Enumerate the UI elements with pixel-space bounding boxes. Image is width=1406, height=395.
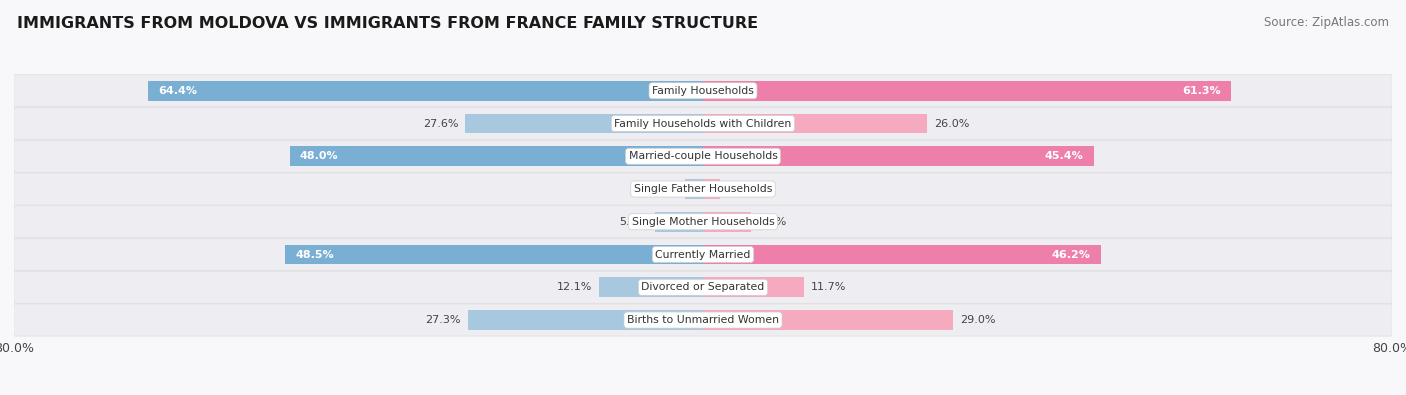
Text: 2.0%: 2.0%	[727, 184, 755, 194]
Text: 61.3%: 61.3%	[1182, 86, 1220, 96]
Text: Family Households: Family Households	[652, 86, 754, 96]
Text: 48.0%: 48.0%	[299, 151, 339, 161]
Text: 5.6%: 5.6%	[620, 217, 648, 227]
Bar	[703, 147, 1094, 166]
Text: Family Households with Children: Family Households with Children	[614, 118, 792, 128]
FancyBboxPatch shape	[14, 239, 1392, 271]
Text: Single Mother Households: Single Mother Households	[631, 217, 775, 227]
Text: Births to Unmarried Women: Births to Unmarried Women	[627, 315, 779, 325]
Text: 45.4%: 45.4%	[1045, 151, 1084, 161]
Bar	[703, 310, 953, 330]
Text: IMMIGRANTS FROM MOLDOVA VS IMMIGRANTS FROM FRANCE FAMILY STRUCTURE: IMMIGRANTS FROM MOLDOVA VS IMMIGRANTS FR…	[17, 16, 758, 31]
Bar	[703, 245, 1101, 264]
Bar	[703, 212, 751, 231]
FancyBboxPatch shape	[14, 173, 1392, 205]
FancyBboxPatch shape	[14, 75, 1392, 107]
Text: 5.6%: 5.6%	[758, 217, 786, 227]
Bar	[685, 179, 703, 199]
Bar	[285, 245, 703, 264]
Text: Source: ZipAtlas.com: Source: ZipAtlas.com	[1264, 16, 1389, 29]
Bar	[703, 277, 804, 297]
Text: 27.6%: 27.6%	[423, 118, 458, 128]
Bar	[599, 277, 703, 297]
Bar	[703, 179, 720, 199]
FancyBboxPatch shape	[14, 107, 1392, 139]
Text: 48.5%: 48.5%	[295, 250, 335, 260]
Text: 11.7%: 11.7%	[811, 282, 846, 292]
Text: 46.2%: 46.2%	[1052, 250, 1091, 260]
Bar	[703, 114, 927, 134]
FancyBboxPatch shape	[14, 206, 1392, 238]
Bar	[465, 114, 703, 134]
FancyBboxPatch shape	[14, 271, 1392, 303]
Bar	[290, 147, 703, 166]
Text: 29.0%: 29.0%	[960, 315, 995, 325]
Bar	[655, 212, 703, 231]
FancyBboxPatch shape	[14, 140, 1392, 172]
FancyBboxPatch shape	[14, 304, 1392, 336]
Text: 26.0%: 26.0%	[934, 118, 969, 128]
Text: Married-couple Households: Married-couple Households	[628, 151, 778, 161]
Text: Divorced or Separated: Divorced or Separated	[641, 282, 765, 292]
Text: Currently Married: Currently Married	[655, 250, 751, 260]
Text: 2.1%: 2.1%	[650, 184, 678, 194]
Bar	[468, 310, 703, 330]
Bar	[149, 81, 703, 101]
Text: 64.4%: 64.4%	[159, 86, 198, 96]
Bar	[703, 81, 1230, 101]
Text: 12.1%: 12.1%	[557, 282, 592, 292]
Text: Single Father Households: Single Father Households	[634, 184, 772, 194]
Text: 27.3%: 27.3%	[426, 315, 461, 325]
